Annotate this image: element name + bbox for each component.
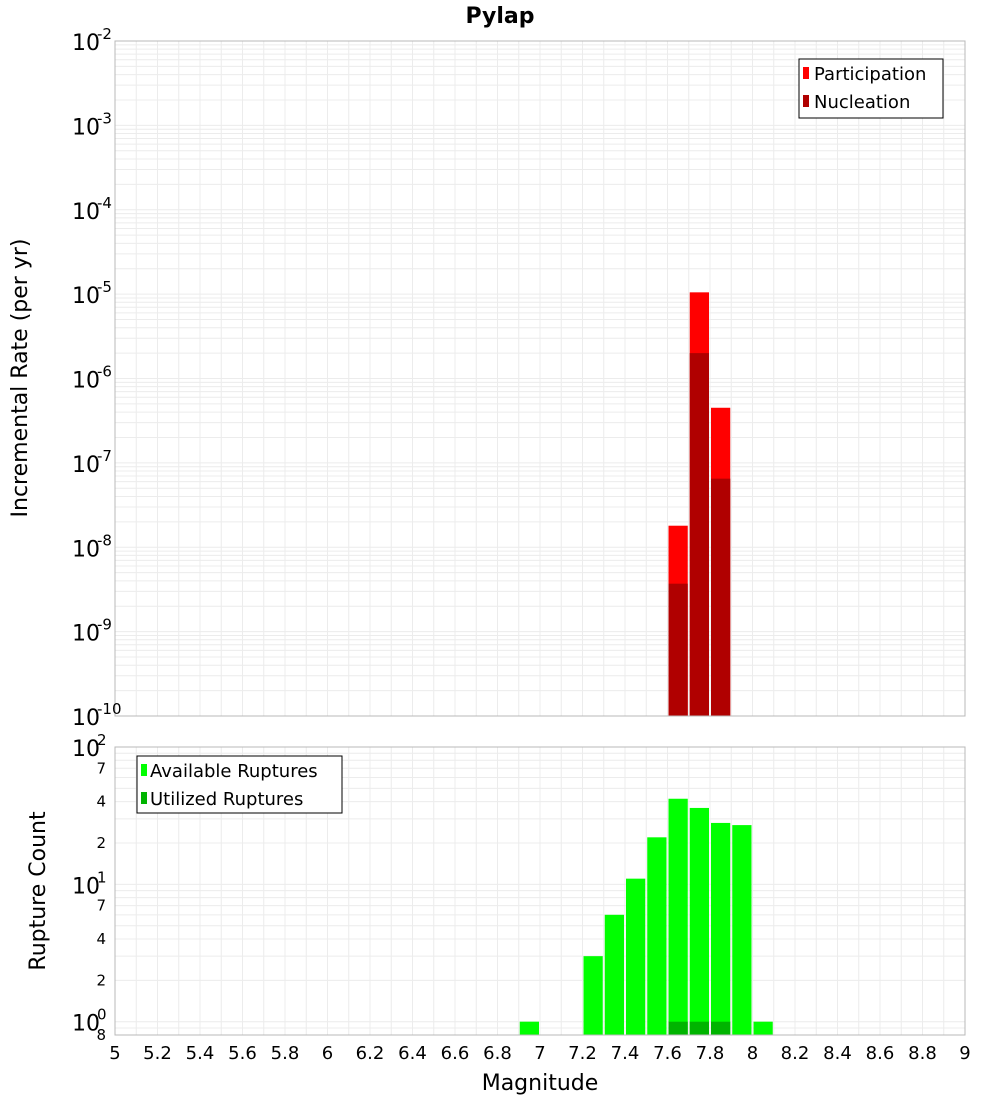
y-tick-label-bottom: 10 bbox=[72, 737, 100, 762]
x-tick-label: 7.4 bbox=[611, 1043, 640, 1064]
bar-nucleation bbox=[689, 353, 709, 716]
y-tick-exponent-bottom: 1 bbox=[97, 868, 107, 886]
x-tick-label: 7.2 bbox=[568, 1043, 597, 1064]
y-tick-label-bottom: 10 bbox=[72, 874, 100, 899]
bar-available-ruptures bbox=[626, 878, 646, 1035]
legend-label-nucleation: Nucleation bbox=[814, 92, 910, 113]
x-tick-label: 8.2 bbox=[781, 1043, 810, 1064]
y-tick-label-top: 10 bbox=[72, 453, 100, 478]
x-tick-label: 7.8 bbox=[696, 1043, 725, 1064]
bottom-legend-box bbox=[136, 755, 343, 814]
y-tick-label-top: 10 bbox=[72, 706, 100, 731]
legend-label-utilized-ruptures: Utilized Ruptures bbox=[150, 789, 303, 810]
top-legend: Participation Nucleation bbox=[798, 58, 944, 119]
top-y-axis-label: Incremental Rate (per yr) bbox=[8, 239, 33, 518]
y-tick-exponent-bottom: 0 bbox=[97, 1006, 107, 1024]
y-tick-label-top: 10 bbox=[72, 622, 100, 647]
y-minor-tick-label-bottom: 2 bbox=[96, 971, 106, 989]
y-minor-tick-label-bottom: 7 bbox=[96, 897, 106, 915]
x-tick-label: 6.8 bbox=[483, 1043, 512, 1064]
top-legend-box bbox=[798, 58, 944, 119]
y-tick-label-top: 10 bbox=[72, 31, 100, 56]
y-tick-exponent-top: -10 bbox=[97, 700, 122, 718]
top-plot-tick-labels: 10-210-310-410-510-610-710-810-910-10 bbox=[72, 25, 122, 731]
y-minor-tick-label-bottom: 2 bbox=[96, 834, 106, 852]
y-tick-exponent-top: -5 bbox=[97, 278, 112, 296]
y-tick-label-bottom: 10 bbox=[72, 1012, 100, 1037]
x-tick-label: 7 bbox=[534, 1043, 545, 1064]
y-tick-label-top: 10 bbox=[72, 200, 100, 225]
bar-utilized-ruptures bbox=[668, 1021, 688, 1035]
legend-swatch-utilized-ruptures bbox=[141, 792, 147, 804]
x-tick-label: 6.2 bbox=[356, 1043, 385, 1064]
bar-utilized-ruptures bbox=[711, 1021, 731, 1035]
y-tick-exponent-top: -4 bbox=[97, 194, 112, 212]
y-tick-exponent-top: -7 bbox=[97, 447, 112, 465]
y-tick-label-top: 10 bbox=[72, 369, 100, 394]
y-tick-exponent-top: -6 bbox=[97, 363, 112, 381]
top-plot-grid bbox=[114, 41, 966, 717]
bar-available-ruptures bbox=[519, 1021, 539, 1035]
x-tick-label: 5.4 bbox=[186, 1043, 215, 1064]
bar-available-ruptures bbox=[732, 825, 752, 1035]
bottom-y-axis-label: Rupture Count bbox=[26, 811, 51, 971]
x-tick-labels: 5 5.2 5.4 5.6 5.8 6 6.2 6.4 6.6 6.8 7 7.2 7.4 7.6 7.8 8… bbox=[109, 1043, 970, 1064]
legend-label-available-ruptures: Available Ruptures bbox=[150, 761, 318, 782]
bar-utilized-ruptures bbox=[689, 1021, 709, 1035]
x-tick-label: 6.4 bbox=[398, 1043, 427, 1064]
x-tick-label: 5.8 bbox=[271, 1043, 300, 1064]
x-tick-label: 8.6 bbox=[866, 1043, 895, 1064]
bottom-plot-frame bbox=[114, 746, 966, 1036]
x-tick-label: 8 bbox=[747, 1043, 758, 1064]
y-tick-exponent-top: -9 bbox=[97, 616, 112, 634]
bar-available-ruptures bbox=[711, 822, 731, 1035]
x-tick-label: 6.6 bbox=[441, 1043, 470, 1064]
legend-swatch-available-ruptures bbox=[141, 764, 147, 776]
x-tick-label: 5.2 bbox=[143, 1043, 172, 1064]
chart-title: Pylap bbox=[465, 4, 534, 29]
y-tick-label-top: 10 bbox=[72, 537, 100, 562]
y-tick-exponent-bottom: 2 bbox=[97, 731, 107, 749]
y-tick-exponent-top: -2 bbox=[97, 25, 112, 43]
top-plot-frame bbox=[114, 40, 966, 717]
x-tick-label: 6 bbox=[322, 1043, 333, 1064]
y-minor-tick-label-bottom: 4 bbox=[96, 930, 106, 948]
y-tick-exponent-top: -3 bbox=[97, 109, 112, 127]
legend-swatch-participation bbox=[803, 67, 809, 79]
top-plot-bars bbox=[668, 292, 731, 716]
x-tick-label: 8.8 bbox=[908, 1043, 937, 1064]
x-tick-label: 8.4 bbox=[823, 1043, 852, 1064]
x-tick-label: 7.6 bbox=[653, 1043, 682, 1064]
bar-available-ruptures bbox=[668, 798, 688, 1035]
y-tick-exponent-top: -8 bbox=[97, 531, 112, 549]
legend-swatch-nucleation bbox=[803, 95, 809, 107]
x-tick-label: 5.6 bbox=[228, 1043, 257, 1064]
bar-available-ruptures bbox=[647, 837, 667, 1035]
legend-label-participation: Participation bbox=[814, 64, 926, 85]
bar-available-ruptures bbox=[583, 956, 603, 1035]
bottom-legend: Available Ruptures Utilized Ruptures bbox=[136, 755, 343, 814]
bar-nucleation bbox=[711, 478, 731, 716]
bar-available-ruptures bbox=[689, 807, 709, 1035]
y-minor-tick-label-bottom: 4 bbox=[96, 793, 106, 811]
y-minor-tick-label-bottom: 7 bbox=[96, 759, 106, 777]
bar-available-ruptures bbox=[753, 1021, 773, 1035]
y-tick-label-top: 10 bbox=[72, 115, 100, 140]
bar-available-ruptures bbox=[604, 914, 624, 1035]
y-minor-tick-label-bottom: 8 bbox=[96, 1026, 106, 1044]
y-tick-label-top: 10 bbox=[72, 284, 100, 309]
bottom-plot-bars bbox=[519, 798, 773, 1035]
bar-nucleation bbox=[668, 583, 688, 716]
x-tick-label: 5 bbox=[109, 1043, 120, 1064]
x-axis-label: Magnitude bbox=[482, 1071, 599, 1096]
x-tick-label: 9 bbox=[959, 1043, 970, 1064]
